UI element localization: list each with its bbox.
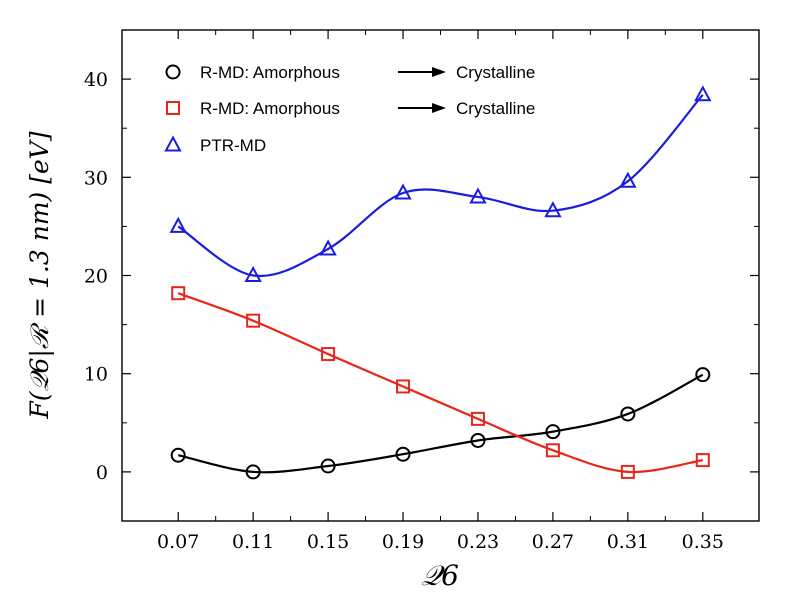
y-tick-label: 10 bbox=[84, 364, 108, 386]
legend-arrow-head bbox=[432, 103, 446, 113]
data-point-circle bbox=[545, 424, 561, 440]
legend-marker-circle bbox=[165, 64, 181, 80]
data-point-square bbox=[695, 453, 710, 468]
series-line-triangle bbox=[177, 94, 704, 278]
data-point-triangle bbox=[469, 187, 487, 204]
x-axis-title: 𝒬6 bbox=[421, 559, 459, 592]
legend-arrow-head bbox=[432, 67, 446, 77]
y-tick-label: 30 bbox=[84, 167, 108, 189]
data-point-square bbox=[321, 347, 336, 362]
series-line-square bbox=[177, 292, 703, 474]
legend-label: PTR-MD bbox=[200, 136, 266, 155]
data-point-square bbox=[620, 464, 635, 479]
x-tick-label: 0.23 bbox=[457, 531, 499, 553]
x-tick-label: 0.31 bbox=[607, 531, 649, 553]
data-point-triangle bbox=[394, 183, 412, 200]
legend-label: R-MD: Amorphous bbox=[200, 99, 340, 118]
data-point-triangle bbox=[319, 239, 337, 256]
data-point-circle bbox=[320, 458, 336, 474]
axis-ticks: 0.07 0.11 0.15 0.19 0.23 0.27 0.31 0.35 0 10 20 30 4… bbox=[84, 29, 759, 553]
legend-label-target: Crystalline bbox=[456, 99, 535, 118]
data-point-square bbox=[171, 286, 186, 301]
x-tick-label: 0.19 bbox=[382, 531, 424, 553]
data-point-triangle bbox=[169, 216, 187, 233]
x-tick-label: 0.11 bbox=[232, 531, 274, 553]
data-point-triangle bbox=[694, 85, 712, 102]
legend: R-MD: Amorphous Crystalline R-MD: Amorphou… bbox=[164, 63, 535, 155]
data-point-circle bbox=[170, 447, 186, 463]
y-tick-label: 0 bbox=[96, 462, 108, 484]
legend-marker-square bbox=[166, 101, 180, 115]
legend-marker-triangle bbox=[164, 135, 182, 152]
x-tick-label: 0.07 bbox=[157, 531, 199, 553]
data-point-triangle bbox=[244, 265, 262, 282]
plot-area bbox=[169, 85, 712, 480]
x-tick-label: 0.15 bbox=[307, 531, 349, 553]
data-point-circle bbox=[395, 446, 411, 462]
data-point-triangle bbox=[619, 171, 637, 188]
series-line-circle bbox=[177, 373, 704, 474]
data-point-square bbox=[545, 443, 560, 458]
x-tick-label: 0.35 bbox=[682, 531, 724, 553]
data-point-circle bbox=[695, 367, 711, 383]
data-point-square bbox=[396, 379, 411, 394]
y-tick-label: 20 bbox=[84, 266, 108, 288]
x-tick-label: 0.27 bbox=[532, 531, 574, 553]
legend-label: R-MD: Amorphous bbox=[200, 63, 340, 82]
data-point-triangle bbox=[544, 201, 562, 218]
legend-label-target: Crystalline bbox=[456, 63, 535, 82]
data-point-circle bbox=[620, 406, 636, 422]
y-tick-label: 40 bbox=[84, 69, 108, 91]
y-axis-title: F(𝒬6|ℛ = 1.3 nm) [eV] bbox=[25, 131, 55, 419]
data-point-square bbox=[246, 313, 261, 328]
data-point-square bbox=[470, 411, 485, 426]
data-point-circle bbox=[470, 432, 486, 448]
data-point-circle bbox=[245, 464, 261, 480]
